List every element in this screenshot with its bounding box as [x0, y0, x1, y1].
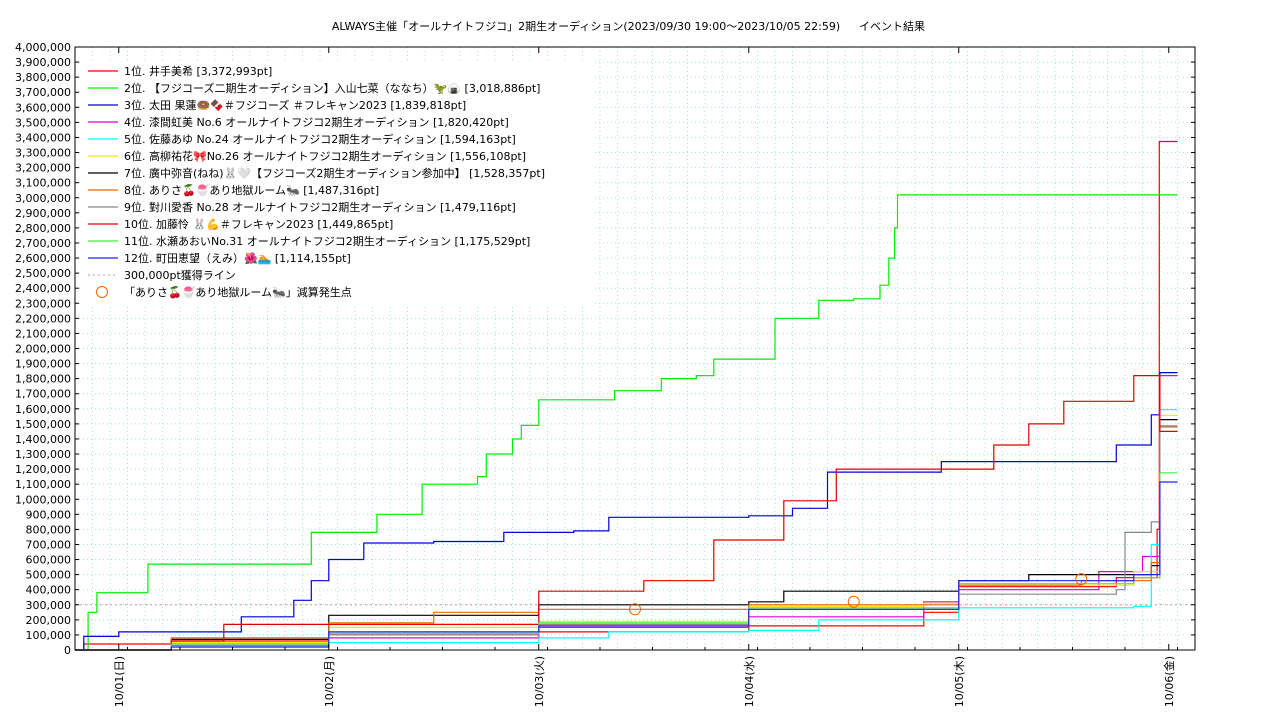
- legend-label-1: 1位. 井手美希 [3,372,993pt]: [124, 64, 272, 78]
- y-tick-label: 700,000: [26, 538, 72, 551]
- y-tick-label: 4,000,000: [15, 41, 71, 54]
- legend-box: [82, 60, 592, 306]
- x-tick-label: 10/06(金): [1162, 656, 1176, 707]
- chart-title: ALWAYS主催「オールナイトフジコ」2期生オーディション(2023/09/30…: [332, 19, 840, 33]
- chart-subtitle: イベント結果: [859, 19, 925, 33]
- series-line-6: [75, 414, 1178, 651]
- y-tick-label: 3,600,000: [15, 101, 71, 114]
- series-line-11: [75, 472, 1178, 651]
- x-tick-label: 10/03(火): [533, 656, 546, 707]
- y-tick-label: 200,000: [26, 614, 72, 627]
- legend-label-marker: 「ありさ🍒🍧あり地獄ルーム🐜」減算発生点: [124, 285, 352, 299]
- series-line-12: [75, 481, 1178, 651]
- x-tick-label: 10/04(水): [743, 656, 756, 707]
- y-tick-label: 3,000,000: [15, 192, 71, 205]
- legend: 1位. 井手美希 [3,372,993pt] 2位. 【フジコーズ二期生オーディシ…: [82, 60, 592, 306]
- series-line-5: [75, 409, 1178, 651]
- legend-label-12: 12位. 町田恵望（えみ）🌺🏊 [1,114,155pt]: [124, 251, 351, 265]
- legend-label-6: 6位. 高柳祐花🎀No.26 オールナイトフジコ2期生オーディション [1,55…: [124, 149, 526, 163]
- marker-circle: [629, 603, 641, 616]
- series-lines: [75, 140, 1178, 651]
- y-tick-label: 800,000: [26, 523, 72, 536]
- series-line-2: [75, 194, 1178, 651]
- series-line-8: [75, 425, 1178, 651]
- y-tick-label: 2,000,000: [15, 343, 71, 356]
- y-tick-label: 1,500,000: [15, 418, 71, 431]
- y-tick-label: 2,400,000: [15, 282, 71, 295]
- y-tick-label: 3,800,000: [15, 71, 71, 84]
- legend-label-11: 11位. 水瀬あおいNo.31 オールナイトフジコ2期生オーディション [1,1…: [124, 234, 530, 248]
- y-tick-label: 3,100,000: [15, 177, 71, 190]
- y-tick-label: 2,200,000: [15, 312, 71, 325]
- legend-label-2: 2位. 【フジコーズ二期生オーディション】入山七菜（ななち）🦖🍙 [3,018,…: [124, 81, 540, 95]
- y-tick-label: 2,700,000: [15, 237, 71, 250]
- y-tick-label: 2,100,000: [15, 327, 71, 340]
- y-tick-label: 1,300,000: [15, 448, 71, 461]
- y-tick-label: 3,200,000: [15, 162, 71, 175]
- y-tick-label: 300,000: [26, 599, 72, 612]
- y-tick-label: 2,800,000: [15, 222, 71, 235]
- y-tick-label: 3,500,000: [15, 116, 71, 129]
- y-tick-label: 1,400,000: [15, 433, 71, 446]
- y-tick-label: 600,000: [26, 554, 72, 567]
- legend-label-7: 7位. 廣中弥音(ねね)🐰🤍【フジコーズ2期生オーディション参加中】 [1,52…: [124, 166, 545, 180]
- series-line-7: [75, 419, 1178, 651]
- y-tick-label: 1,900,000: [15, 358, 71, 371]
- y-tick-label: 1,200,000: [15, 463, 71, 476]
- y-tick-label: 2,300,000: [15, 297, 71, 310]
- marker-circle: [847, 595, 860, 608]
- y-tick-label: 100,000: [26, 629, 72, 642]
- series-line-10: [75, 375, 1178, 651]
- y-tick-label: 3,300,000: [15, 147, 71, 160]
- x-tick-label: 10/01(日): [113, 656, 126, 707]
- series-line-9: [75, 426, 1178, 651]
- y-tick-label: 1,000,000: [15, 493, 71, 506]
- y-tick-label: 900,000: [26, 508, 72, 521]
- legend-label-4: 4位. 漆間虹美 No.6 オールナイトフジコ2期生オーディション [1,820…: [124, 115, 509, 129]
- marker-circle: [1075, 573, 1088, 586]
- series-line-3: [75, 372, 1178, 651]
- x-tick-label: 10/02(月): [323, 656, 336, 707]
- y-tick-label: 400,000: [26, 584, 72, 597]
- y-tick-label: 1,600,000: [15, 403, 71, 416]
- y-tick-label: 1,100,000: [15, 478, 71, 491]
- y-tick-label: 3,900,000: [15, 56, 71, 69]
- y-axis: 0 100,000 200,000 300,000 400,000 500,000 600,…: [15, 41, 1195, 657]
- y-tick-label: 1,700,000: [15, 388, 71, 401]
- legend-label-8: 8位. ありさ🍒🍧あり地獄ルーム🐜 [1,487,316pt]: [124, 183, 379, 197]
- marker-points: [629, 573, 1088, 616]
- y-tick-label: 2,900,000: [15, 207, 71, 220]
- legend-label-reference: 300,000pt獲得ライン: [124, 269, 236, 282]
- y-tick-label: 2,600,000: [15, 252, 71, 265]
- x-tick-label: 10/05(木): [953, 656, 966, 707]
- y-tick-label: 3,700,000: [15, 86, 71, 99]
- y-tick-label: 3,400,000: [15, 131, 71, 144]
- y-tick-label: 1,800,000: [15, 373, 71, 386]
- legend-label-5: 5位. 佐藤あゆ No.24 オールナイトフジコ2期生オーディション [1,59…: [124, 132, 516, 146]
- legend-label-10: 10位. 加藤怜 🐰💪＃フレキャン2023 [1,449,865pt]: [124, 217, 393, 231]
- y-tick-label: 0: [64, 644, 71, 657]
- y-tick-label: 2,500,000: [15, 267, 71, 280]
- legend-label-3: 3位. 太田 果蓮🍩🍫＃フジコーズ ＃フレキャン2023 [1,839,818p…: [124, 98, 466, 112]
- y-tick-label: 500,000: [26, 569, 72, 582]
- legend-label-9: 9位. 對川愛香 No.28 オールナイトフジコ2期生オーディション [1,47…: [124, 200, 516, 214]
- x-axis: 10/01(日) 10/02(月) 10/03(火) 10/04(水) 10/05(木)…: [74, 47, 1178, 707]
- legend-swatch-marker: [96, 286, 108, 298]
